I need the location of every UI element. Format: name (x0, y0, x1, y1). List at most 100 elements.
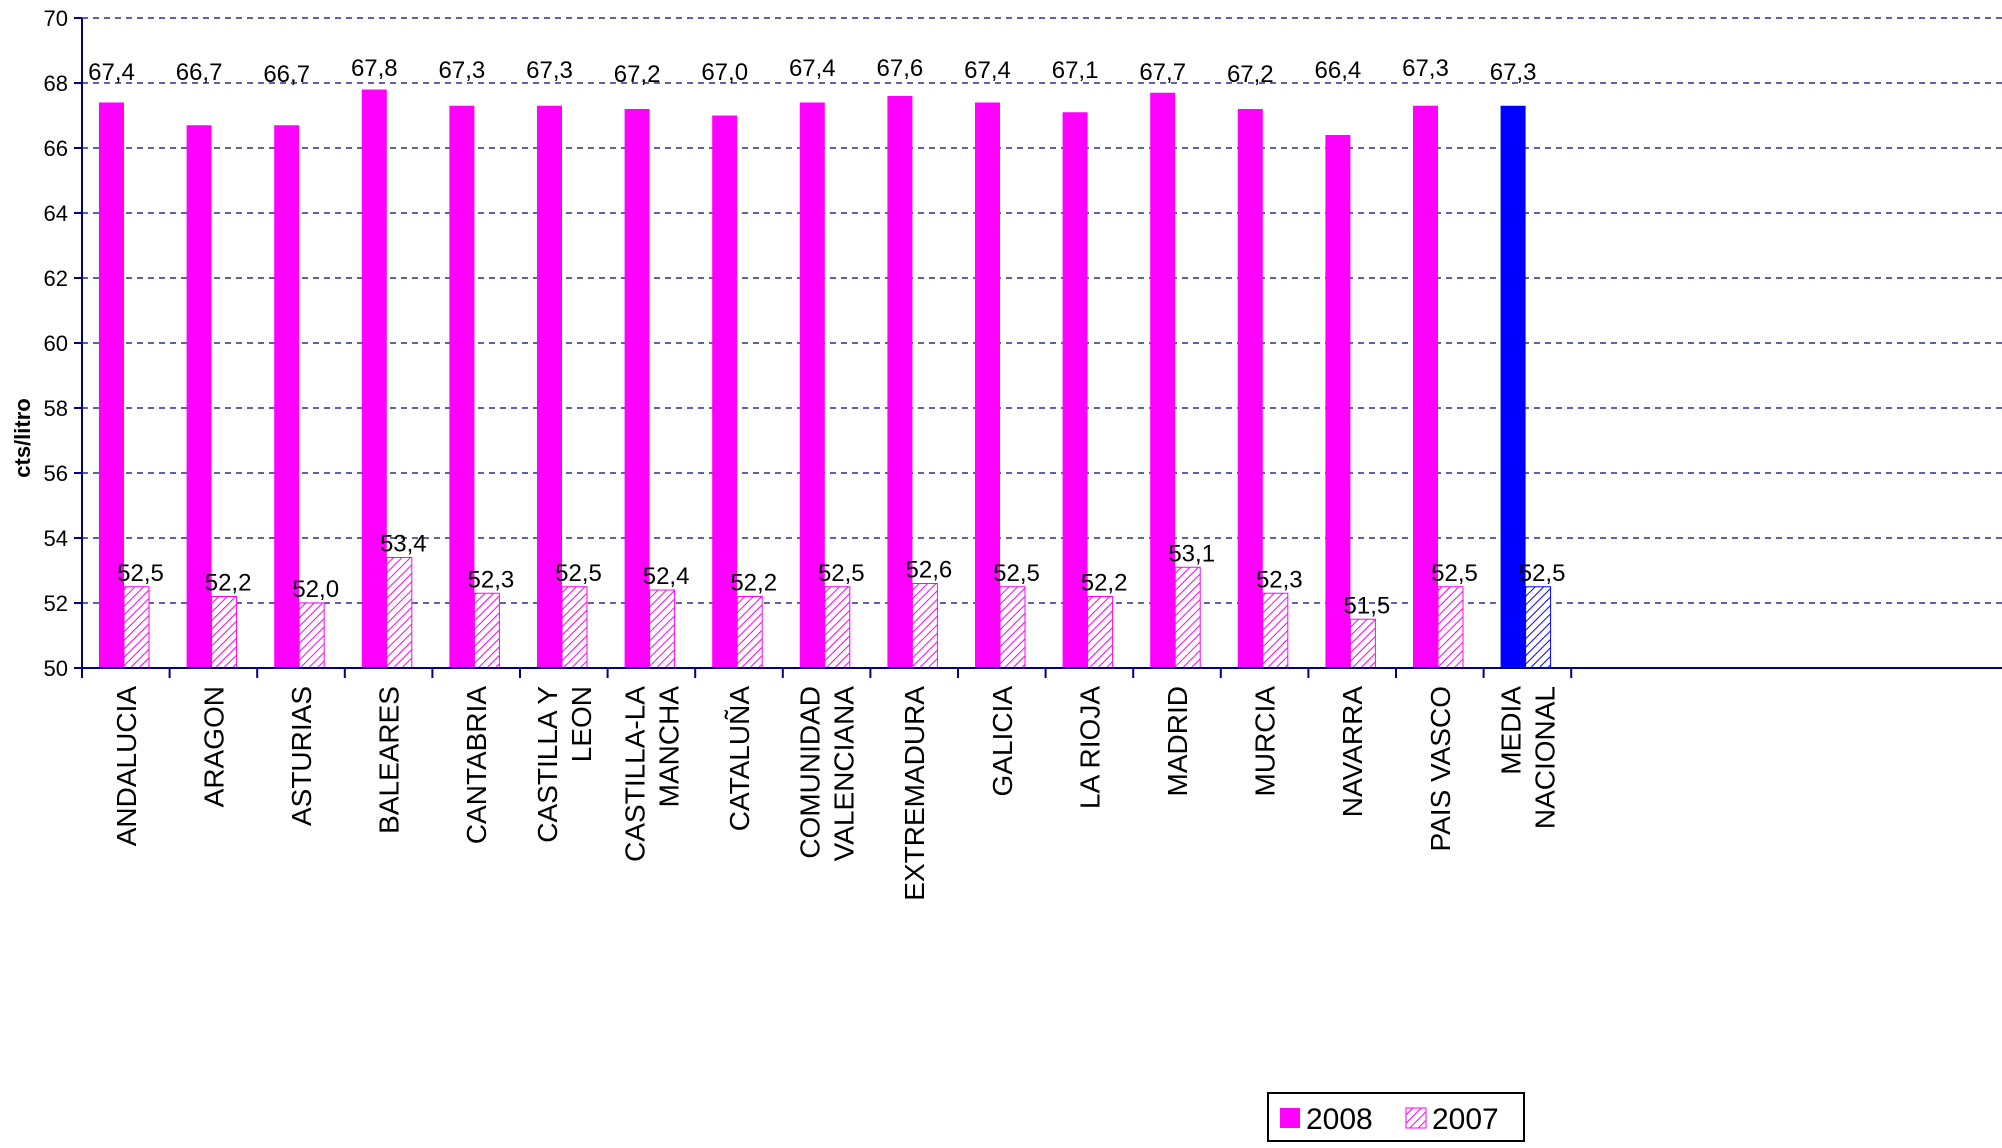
legend-box (1267, 1092, 1525, 1142)
data-label-2007: 52,4 (643, 563, 690, 590)
category-label: ANDALUCIA (111, 686, 142, 847)
category-label-line: MEDIA (1495, 686, 1526, 775)
data-label-2007: 53,4 (380, 531, 427, 558)
bar-2008 (887, 96, 913, 668)
bar-2007 (386, 557, 413, 669)
category-label-line: EXTREMADURA (899, 686, 930, 901)
gridlines (82, 17, 2002, 604)
data-label-2008: 67,8 (351, 55, 398, 82)
bar-2008 (537, 105, 562, 668)
legend-swatch-2007 (1405, 1107, 1427, 1129)
y-tick-label: 58 (44, 396, 68, 421)
bars (99, 89, 1552, 669)
category-label: PAIS VASCO (1425, 686, 1456, 851)
data-label-2008: 67,7 (1139, 59, 1186, 86)
data-label-2007: 52,5 (555, 560, 602, 587)
y-tick-label: 62 (44, 266, 68, 291)
category-label: CANTABRIA (461, 686, 492, 844)
y-tick-label: 54 (44, 526, 68, 551)
data-label-2007: 52,3 (1256, 566, 1303, 593)
y-tick-label: 64 (44, 201, 68, 226)
legend-label-2007: 2007 (1432, 1103, 1499, 1136)
category-label-line: GALICIA (987, 686, 1018, 797)
axes (74, 17, 2002, 678)
category-label: CASTILLA-LA MANCHA (619, 686, 684, 862)
category-label-line: ANDALUCIA (111, 686, 142, 847)
category-label-line: BALEARES (374, 686, 405, 834)
bar-2008 (975, 102, 1000, 668)
data-label-2008: 67,3 (439, 57, 486, 84)
bar-2008 (274, 125, 300, 668)
category-label-line: VALENCIANA (829, 686, 860, 862)
category-label-line: MADRID (1162, 686, 1193, 796)
category-label: GALICIA (987, 686, 1018, 797)
bar-2007 (824, 586, 851, 669)
data-label-2007: 52,2 (1081, 570, 1128, 597)
category-label-line: COMUNIDAD (795, 686, 826, 859)
category-labels: ANDALUCIA ARAGON ASTURIAS BALEARES CANTABRIA… (111, 686, 1561, 901)
bar-2008 (449, 105, 475, 668)
data-label-2007: 52,0 (292, 576, 339, 603)
bar-2007 (1087, 596, 1114, 669)
data-label-2008: 67,3 (1490, 59, 1537, 86)
bar-2007 (473, 592, 500, 669)
bar-2007 (1525, 586, 1552, 669)
category-label-line: MURCIA (1250, 686, 1281, 797)
category-label-line: CASTILLA-LA (619, 686, 650, 862)
category-label-line: NAVARRA (1337, 686, 1368, 818)
legend: 2008 2007 (1267, 1092, 1525, 1142)
data-label-2008: 67,6 (877, 55, 924, 82)
data-label-2008: 67,2 (614, 61, 661, 88)
y-tick-label: 60 (44, 331, 68, 356)
bar-2007 (736, 596, 763, 669)
data-label-2008: 67,0 (701, 59, 748, 86)
data-labels: 67,4 52,5 66,7 52,2 66,7 52,0 67,8 53,4 67,3 52,3… (88, 55, 1565, 619)
category-label: MURCIA (1250, 686, 1281, 797)
category-label-line: ARAGON (198, 686, 229, 807)
bar-2008 (624, 109, 650, 668)
y-tick-labels: 50 52 54 56 58 60 62 64 66 68 70 (44, 6, 68, 681)
bar-2007 (1349, 618, 1376, 669)
data-label-2008: 67,1 (1052, 57, 1099, 84)
category-label: MEDIA NACIONAL (1495, 686, 1560, 829)
category-label-line: LEON (566, 686, 597, 762)
data-label-2008: 67,2 (1227, 61, 1274, 88)
data-label-2007: 52,6 (906, 557, 953, 584)
category-label-line: CANTABRIA (461, 686, 492, 844)
bar-2008 (1237, 109, 1263, 668)
bar-2007 (123, 586, 150, 669)
bar-2008 (1325, 135, 1351, 668)
bar-2008 (712, 115, 738, 668)
bar-2007 (999, 586, 1026, 669)
data-label-2008: 66,4 (1315, 57, 1362, 84)
data-label-2007: 52,5 (993, 560, 1040, 587)
data-label-2008: 67,3 (526, 57, 573, 84)
legend-label-2008: 2008 (1306, 1103, 1373, 1136)
bar-2008 (1413, 105, 1438, 668)
category-label: LA RIOJA (1074, 686, 1105, 809)
bar-2007 (298, 602, 325, 669)
y-tick-label: 56 (44, 461, 68, 486)
category-label: CASTILLA Y LEON (532, 686, 597, 843)
data-label-2007: 52,5 (117, 560, 164, 587)
category-label-line: CASTILLA Y (532, 686, 563, 843)
data-label-2007: 52,3 (468, 566, 515, 593)
bar-2007 (911, 583, 938, 669)
bar-2008 (361, 89, 387, 668)
category-label-line: PAIS VASCO (1425, 686, 1456, 851)
legend-swatch-2008 (1280, 1108, 1300, 1128)
data-label-2008: 67,4 (964, 57, 1011, 84)
y-tick-label: 52 (44, 591, 68, 616)
y-tick-label: 70 (44, 6, 68, 31)
category-label: COMUNIDAD VALENCIANA (795, 686, 860, 862)
category-label: MADRID (1162, 686, 1193, 796)
data-label-2008: 66,7 (263, 61, 310, 88)
bar-2008 (1500, 105, 1526, 668)
category-label: ARAGON (198, 686, 229, 807)
data-label-2007: 52,2 (730, 570, 777, 597)
bar-2007 (649, 589, 676, 669)
category-label: EXTREMADURA (899, 686, 930, 901)
data-label-2007: 52,5 (1431, 560, 1478, 587)
bar-2007 (1174, 566, 1201, 669)
